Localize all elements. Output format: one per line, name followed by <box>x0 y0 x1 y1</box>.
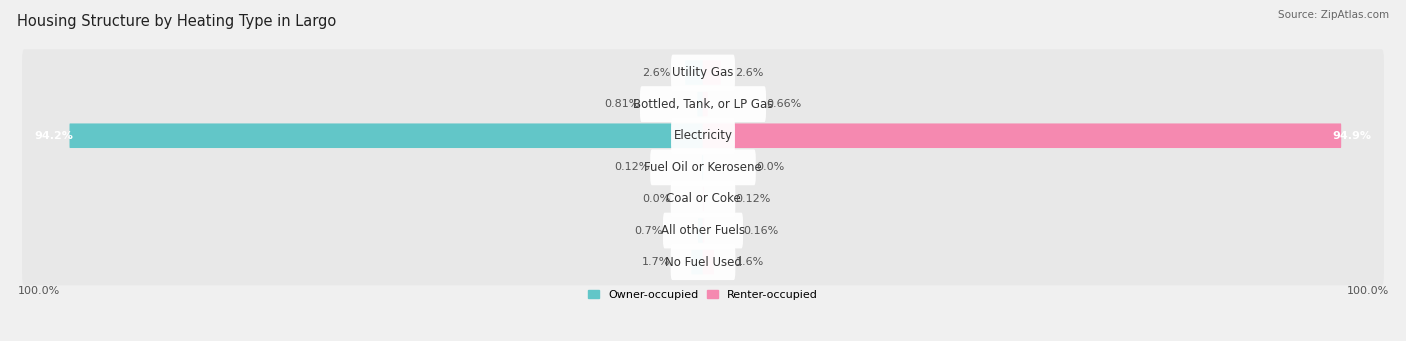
Text: 94.9%: 94.9% <box>1333 131 1372 141</box>
FancyBboxPatch shape <box>671 55 735 90</box>
Text: 100.0%: 100.0% <box>1347 286 1389 296</box>
FancyBboxPatch shape <box>703 187 704 211</box>
Text: 2.6%: 2.6% <box>735 68 763 77</box>
Text: Source: ZipAtlas.com: Source: ZipAtlas.com <box>1278 10 1389 20</box>
Text: 0.12%: 0.12% <box>614 162 650 172</box>
FancyBboxPatch shape <box>22 239 1384 285</box>
FancyBboxPatch shape <box>703 60 721 85</box>
FancyBboxPatch shape <box>697 218 703 243</box>
FancyBboxPatch shape <box>640 86 766 122</box>
Text: 100.0%: 100.0% <box>17 286 59 296</box>
Text: Fuel Oil or Kerosene: Fuel Oil or Kerosene <box>644 161 762 174</box>
FancyBboxPatch shape <box>697 92 703 116</box>
FancyBboxPatch shape <box>650 149 756 185</box>
FancyBboxPatch shape <box>685 60 703 85</box>
Text: 0.12%: 0.12% <box>735 194 770 204</box>
FancyBboxPatch shape <box>22 207 1384 254</box>
Text: Housing Structure by Heating Type in Largo: Housing Structure by Heating Type in Lar… <box>17 14 336 29</box>
Text: No Fuel Used: No Fuel Used <box>665 256 741 269</box>
Text: 0.0%: 0.0% <box>643 194 671 204</box>
Text: All other Fuels: All other Fuels <box>661 224 745 237</box>
FancyBboxPatch shape <box>22 113 1384 159</box>
FancyBboxPatch shape <box>22 81 1384 127</box>
Text: Utility Gas: Utility Gas <box>672 66 734 79</box>
Text: Electricity: Electricity <box>673 129 733 142</box>
FancyBboxPatch shape <box>703 123 1341 148</box>
FancyBboxPatch shape <box>22 144 1384 191</box>
FancyBboxPatch shape <box>692 250 703 275</box>
FancyBboxPatch shape <box>671 244 735 280</box>
FancyBboxPatch shape <box>671 118 735 154</box>
Text: 0.7%: 0.7% <box>634 225 662 236</box>
Legend: Owner-occupied, Renter-occupied: Owner-occupied, Renter-occupied <box>588 290 818 300</box>
Text: Coal or Coke: Coal or Coke <box>665 192 741 205</box>
FancyBboxPatch shape <box>664 213 742 249</box>
FancyBboxPatch shape <box>22 176 1384 222</box>
Text: 0.81%: 0.81% <box>605 99 640 109</box>
Text: 2.6%: 2.6% <box>643 68 671 77</box>
FancyBboxPatch shape <box>69 123 703 148</box>
Text: 94.2%: 94.2% <box>34 131 73 141</box>
Text: 1.7%: 1.7% <box>643 257 671 267</box>
Text: 0.16%: 0.16% <box>744 225 779 236</box>
FancyBboxPatch shape <box>22 49 1384 96</box>
FancyBboxPatch shape <box>703 92 707 116</box>
FancyBboxPatch shape <box>671 181 735 217</box>
Text: Bottled, Tank, or LP Gas: Bottled, Tank, or LP Gas <box>633 98 773 110</box>
FancyBboxPatch shape <box>703 250 714 275</box>
Text: 0.0%: 0.0% <box>756 162 785 172</box>
Text: 0.66%: 0.66% <box>766 99 801 109</box>
Text: 1.6%: 1.6% <box>735 257 763 267</box>
FancyBboxPatch shape <box>703 218 704 243</box>
FancyBboxPatch shape <box>702 155 703 180</box>
